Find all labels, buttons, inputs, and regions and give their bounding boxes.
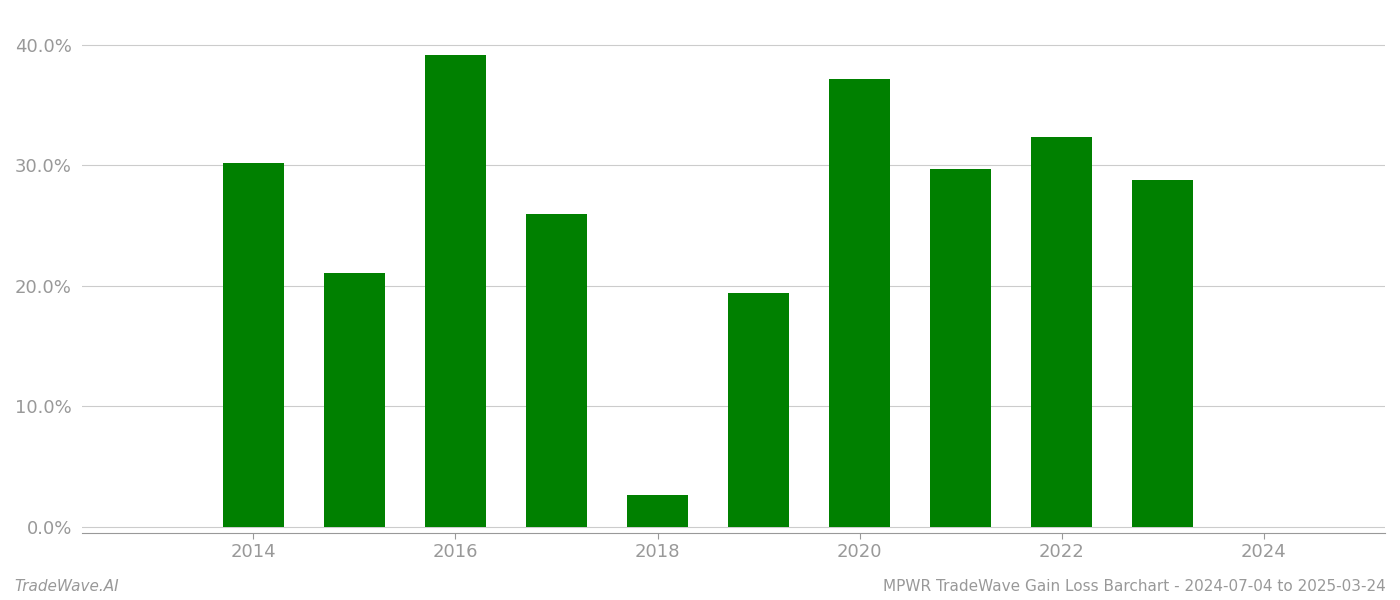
Bar: [829, 79, 890, 527]
Bar: [728, 293, 788, 527]
Bar: [1133, 180, 1193, 527]
Bar: [426, 55, 486, 527]
Bar: [323, 272, 385, 527]
Bar: [223, 163, 284, 527]
Bar: [931, 169, 991, 527]
Bar: [1032, 137, 1092, 527]
Text: MPWR TradeWave Gain Loss Barchart - 2024-07-04 to 2025-03-24: MPWR TradeWave Gain Loss Barchart - 2024…: [883, 579, 1386, 594]
Text: TradeWave.AI: TradeWave.AI: [14, 579, 119, 594]
Bar: [627, 495, 687, 527]
Bar: [526, 214, 587, 527]
